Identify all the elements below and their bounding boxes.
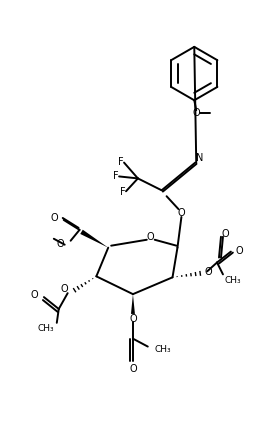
Text: O: O bbox=[30, 290, 38, 300]
Text: CH₃: CH₃ bbox=[155, 345, 171, 354]
Text: F: F bbox=[113, 172, 119, 181]
Text: N: N bbox=[196, 152, 204, 162]
Text: O: O bbox=[129, 364, 137, 374]
Text: CH₃: CH₃ bbox=[225, 276, 242, 285]
Text: O: O bbox=[221, 229, 229, 239]
Text: F: F bbox=[120, 187, 126, 197]
Text: O: O bbox=[236, 246, 243, 256]
Polygon shape bbox=[131, 294, 135, 314]
Text: CH₃: CH₃ bbox=[37, 324, 54, 333]
Text: O: O bbox=[204, 267, 212, 277]
Text: O: O bbox=[129, 314, 137, 324]
Text: O: O bbox=[193, 108, 200, 118]
Text: O: O bbox=[60, 284, 68, 294]
Polygon shape bbox=[80, 230, 108, 248]
Text: O: O bbox=[178, 208, 185, 218]
Text: O: O bbox=[56, 239, 64, 249]
Text: O: O bbox=[147, 232, 155, 242]
Text: O: O bbox=[50, 213, 58, 223]
Text: F: F bbox=[118, 156, 124, 167]
